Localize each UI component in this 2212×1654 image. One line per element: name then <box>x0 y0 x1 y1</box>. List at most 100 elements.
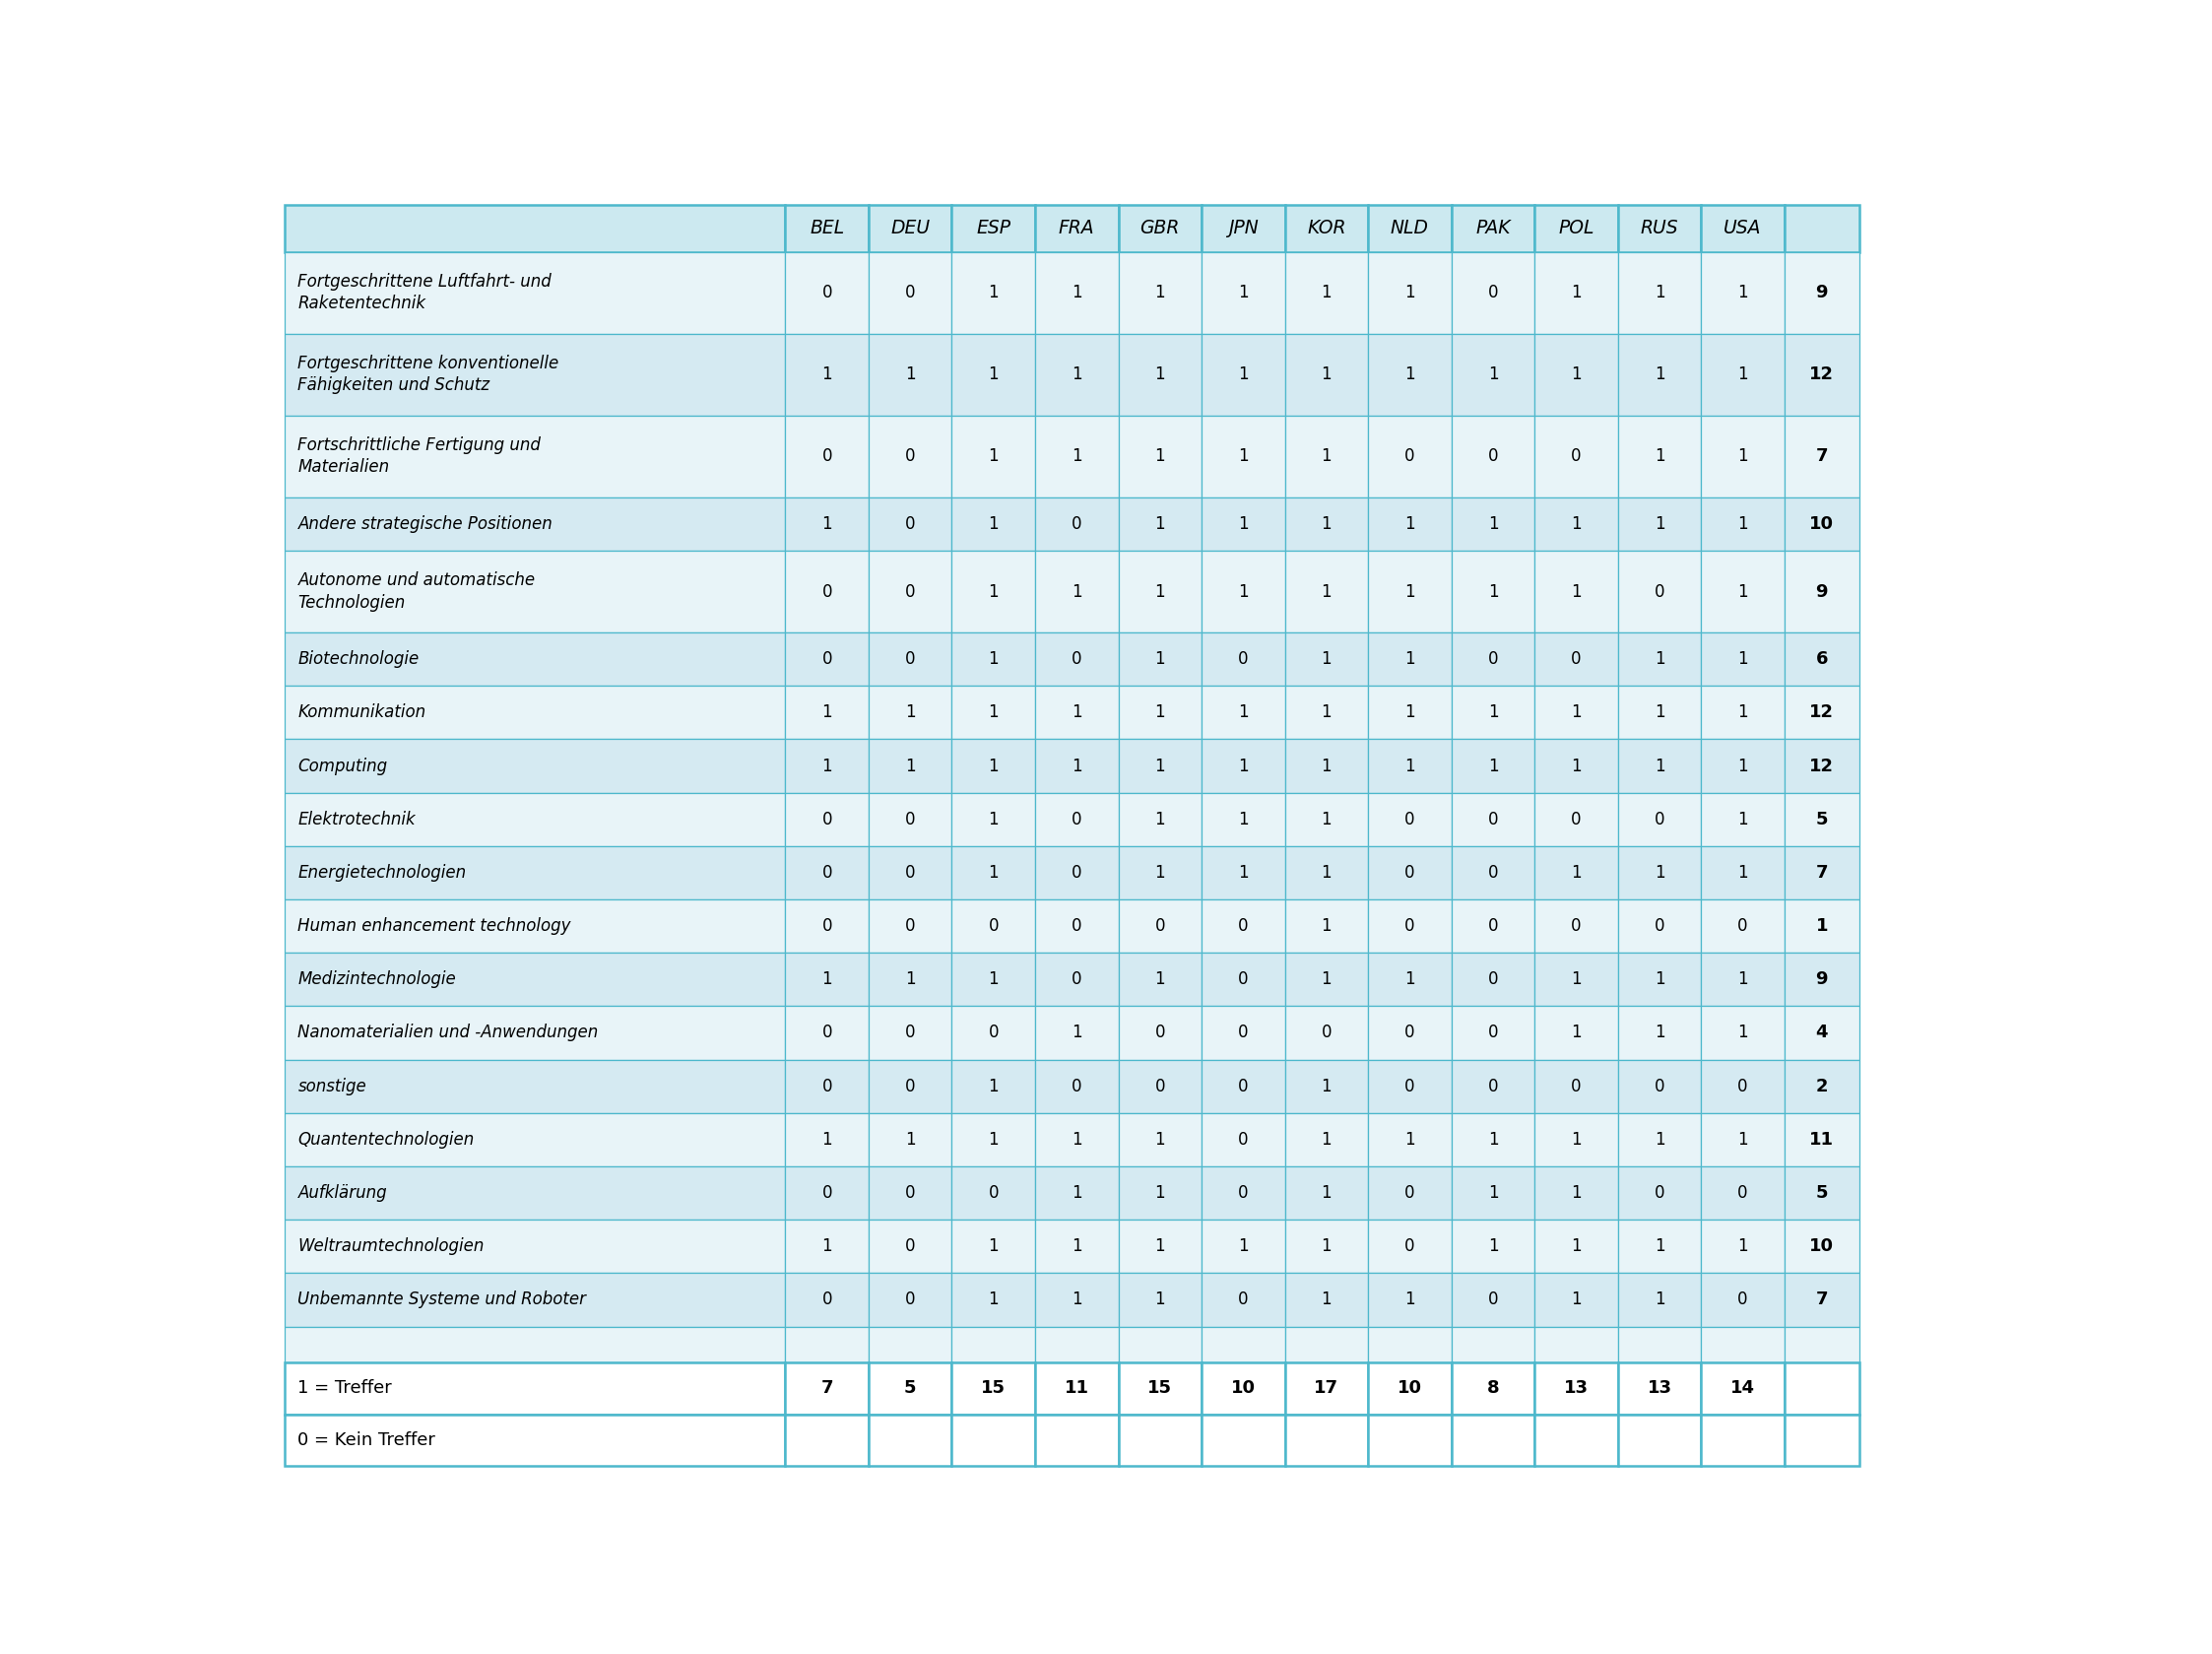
Bar <box>1701 1006 1785 1060</box>
Text: 0: 0 <box>1405 863 1416 882</box>
Text: 1: 1 <box>1405 650 1416 668</box>
Bar <box>1701 1060 1785 1113</box>
Bar <box>1285 551 1367 632</box>
Text: 13: 13 <box>1564 1379 1588 1398</box>
Text: 1: 1 <box>1155 582 1166 600</box>
Bar <box>283 1219 785 1274</box>
Text: 1: 1 <box>1655 758 1666 774</box>
Text: 1: 1 <box>1155 971 1166 989</box>
Bar <box>1285 1006 1367 1060</box>
Text: 1: 1 <box>1071 1184 1082 1202</box>
Bar <box>951 1414 1035 1465</box>
Bar <box>1535 1060 1617 1113</box>
Bar <box>1617 551 1701 632</box>
Bar <box>1119 205 1201 251</box>
Bar <box>1035 847 1119 900</box>
Bar <box>1701 847 1785 900</box>
Bar <box>1701 1414 1785 1465</box>
Bar <box>869 1219 951 1274</box>
Text: 0: 0 <box>1571 448 1582 465</box>
Bar <box>869 1166 951 1219</box>
Text: 1: 1 <box>1489 514 1498 533</box>
Bar <box>785 953 869 1006</box>
Text: 1: 1 <box>1655 1131 1666 1148</box>
Text: 0: 0 <box>1655 810 1666 829</box>
Bar <box>869 251 951 334</box>
Bar <box>1201 334 1285 415</box>
Bar <box>1701 498 1785 551</box>
Text: 1: 1 <box>1655 448 1666 465</box>
Bar <box>1367 251 1451 334</box>
Text: 1: 1 <box>1571 971 1582 989</box>
Text: 5: 5 <box>1816 810 1827 829</box>
Bar <box>1367 1363 1451 1414</box>
Text: Andere strategische Positionen: Andere strategische Positionen <box>299 514 553 533</box>
Bar <box>1701 205 1785 251</box>
Bar <box>785 739 869 792</box>
Text: 1: 1 <box>1736 863 1747 882</box>
Bar <box>1035 1113 1119 1166</box>
Bar <box>1451 900 1535 953</box>
Text: 0: 0 <box>905 1184 916 1202</box>
Text: 1 = Treffer: 1 = Treffer <box>299 1379 392 1398</box>
Text: 0: 0 <box>823 650 832 668</box>
Text: 0: 0 <box>905 1290 916 1308</box>
Text: 1: 1 <box>1736 810 1747 829</box>
Bar <box>283 1166 785 1219</box>
Text: 1: 1 <box>821 971 832 989</box>
Text: 1: 1 <box>1736 448 1747 465</box>
Bar <box>1785 1219 1858 1274</box>
Text: 0: 0 <box>1489 448 1498 465</box>
Text: Energietechnologien: Energietechnologien <box>299 863 467 882</box>
Bar <box>869 953 951 1006</box>
Bar <box>951 1113 1035 1166</box>
Bar <box>869 498 951 551</box>
Text: 1: 1 <box>821 514 832 533</box>
Text: 1: 1 <box>1571 1184 1582 1202</box>
Text: 1: 1 <box>905 366 916 384</box>
Bar <box>1035 498 1119 551</box>
Bar <box>1617 1166 1701 1219</box>
Text: 0: 0 <box>1571 1077 1582 1095</box>
Bar <box>1617 415 1701 498</box>
Text: 1: 1 <box>1489 1184 1498 1202</box>
Bar <box>1785 205 1858 251</box>
Text: 1: 1 <box>989 650 998 668</box>
Text: 1: 1 <box>1239 1237 1248 1255</box>
Text: 0: 0 <box>905 514 916 533</box>
Bar <box>1617 1327 1701 1363</box>
Bar <box>1201 1363 1285 1414</box>
Text: 1: 1 <box>1321 582 1332 600</box>
Text: 1: 1 <box>1736 366 1747 384</box>
Text: RUS: RUS <box>1641 218 1679 238</box>
Bar <box>1201 953 1285 1006</box>
Text: 1: 1 <box>989 448 998 465</box>
Bar <box>1451 1113 1535 1166</box>
Text: 1: 1 <box>1571 703 1582 721</box>
Bar <box>1367 1274 1451 1327</box>
Text: 1: 1 <box>1155 514 1166 533</box>
Bar <box>1285 1060 1367 1113</box>
Text: 0: 0 <box>1739 1184 1747 1202</box>
Text: 1: 1 <box>1239 863 1248 882</box>
Bar <box>1035 1363 1119 1414</box>
Text: 0: 0 <box>989 1024 998 1042</box>
Text: 0: 0 <box>905 1077 916 1095</box>
Bar <box>951 205 1035 251</box>
Bar <box>1451 551 1535 632</box>
Text: 0: 0 <box>1739 1290 1747 1308</box>
Bar <box>1617 1274 1701 1327</box>
Text: 1: 1 <box>1071 1024 1082 1042</box>
Text: Kommunikation: Kommunikation <box>299 703 427 721</box>
Text: 1: 1 <box>821 1131 832 1148</box>
Bar <box>1451 1327 1535 1363</box>
Bar <box>1367 551 1451 632</box>
Bar <box>1701 1274 1785 1327</box>
Bar <box>1535 686 1617 739</box>
Bar <box>1201 847 1285 900</box>
Bar <box>869 551 951 632</box>
Text: 1: 1 <box>1816 918 1827 935</box>
Bar <box>1285 739 1367 792</box>
Bar <box>1201 1274 1285 1327</box>
Bar <box>1535 551 1617 632</box>
